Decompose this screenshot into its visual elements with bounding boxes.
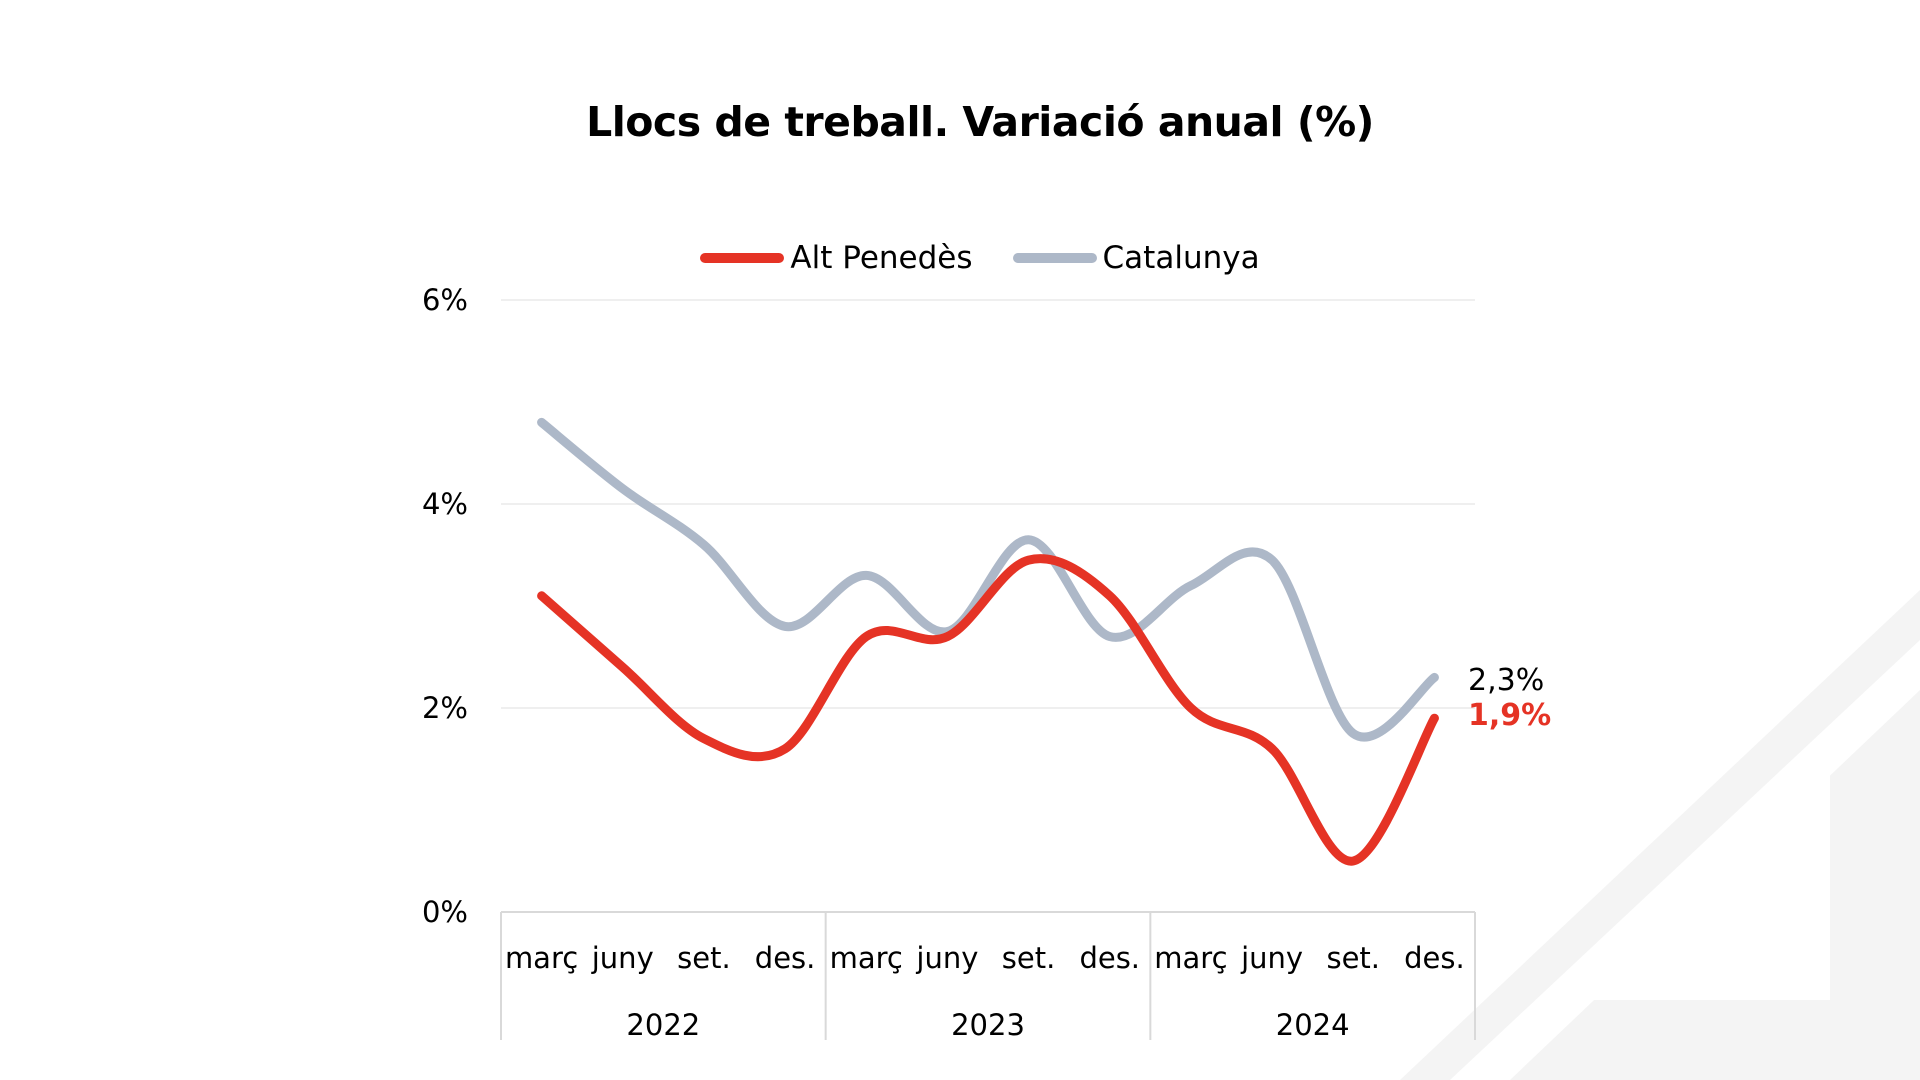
decor-triangle <box>1580 765 1830 1000</box>
x-tick-label: juny <box>915 941 978 975</box>
x-tick-label: juny <box>591 941 654 975</box>
x-tick-label: set. <box>677 941 731 975</box>
x-tick-label: març <box>1154 941 1227 975</box>
x-tick-label: març <box>830 941 903 975</box>
y-tick-label: 6% <box>422 283 468 317</box>
legend-label-alt-penedes: Alt Penedès <box>790 240 973 276</box>
end-label-catalunya: 2,3% <box>1468 663 1544 698</box>
y-tick-label: 2% <box>422 691 468 725</box>
x-tick-label: juny <box>1240 941 1303 975</box>
x-group-label: 2022 <box>626 1008 700 1042</box>
legend-label-catalunya: Catalunya <box>1102 240 1260 276</box>
x-group-label: 2024 <box>1276 1008 1350 1042</box>
x-tick-label: des. <box>755 941 816 975</box>
legend-swatch-catalunya <box>1012 253 1097 263</box>
legend-swatch-alt-penedes <box>700 253 785 263</box>
end-label-alt-penedes: 1,9% <box>1468 698 1551 733</box>
x-group-label: 2023 <box>951 1008 1025 1042</box>
x-axis: 2022 2023 2024 març juny set. des. març juny set.… <box>500 911 1476 1042</box>
chart-legend: Alt Penedès Catalunya <box>0 240 1920 276</box>
legend-item-catalunya: Catalunya <box>1012 240 1260 276</box>
legend-item-alt-penedes: Alt Penedès <box>700 240 973 276</box>
y-tick-label: 0% <box>422 895 468 929</box>
x-tick-label: set. <box>1326 941 1380 975</box>
series-line-alt-penedes <box>537 554 1439 866</box>
x-tick-label: set. <box>1002 941 1056 975</box>
series-line-catalunya <box>537 417 1439 742</box>
series-lines <box>537 417 1439 866</box>
y-tick-label: 4% <box>422 487 468 521</box>
chart-title: Llocs de treball. Variació anual (%) <box>586 98 1374 146</box>
end-labels: 2,3%1,9% <box>1468 663 1551 733</box>
x-tick-label: des. <box>1404 941 1465 975</box>
x-tick-label: des. <box>1079 941 1140 975</box>
x-tick-label: març <box>505 941 578 975</box>
y-axis: 0% 2% 4% 6% <box>422 283 468 929</box>
decor-stripe <box>1400 590 1920 1080</box>
